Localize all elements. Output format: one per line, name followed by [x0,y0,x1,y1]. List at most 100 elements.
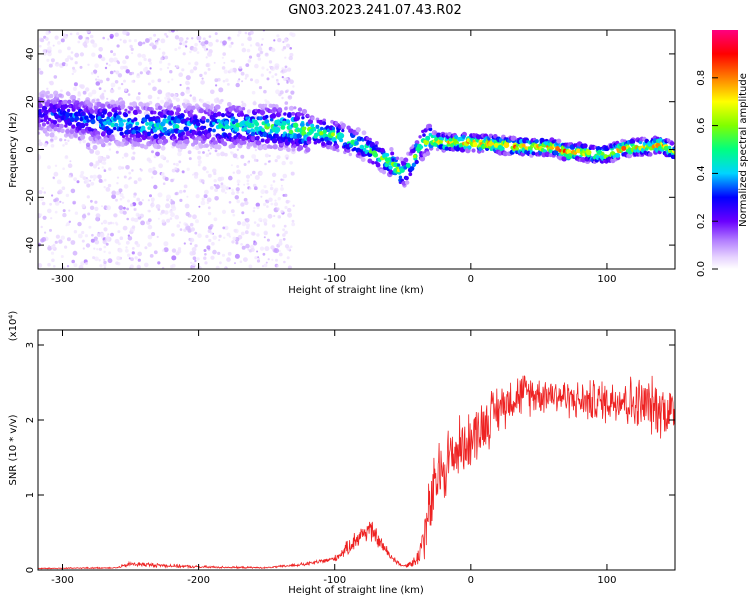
spectrogram-noise-cell [125,69,130,74]
spectrogram-noise-cell [82,139,86,144]
spectrogram-noise-cell [150,205,153,208]
spectrogram-noise-cell [146,157,151,162]
spectrogram-noise-cell [92,164,98,169]
spectrogram-ridge-cell [284,140,290,146]
spectrogram-noise-cell [160,38,166,44]
spectrogram-noise-cell [101,166,105,169]
spectrogram-x-tick-label: -300 [51,274,74,285]
spectrogram-noise-cell [137,266,140,269]
spectrogram-ridge-cell [297,107,303,112]
spectrogram-noise-cell [156,235,159,238]
spectrogram-noise-cell [236,148,240,151]
spectrogram-noise-cell [246,109,252,114]
spectrogram-noise-cell [82,247,85,250]
spectrogram-noise-cell [147,242,152,247]
spectrogram-ridge-cell [515,146,520,151]
spectrogram-ridge-cell [461,134,466,139]
spectrogram-noise-cell [51,258,55,263]
spectrogram-noise-cell [189,237,195,243]
spectrogram-ridge-cell [79,122,85,128]
spectrogram-ridge-cell [110,99,116,105]
spectrogram-noise-cell [143,57,147,62]
spectrogram-ridge-cell [331,137,337,143]
spectrogram-ridge-cell [275,112,281,118]
spectrogram-noise-cell [276,155,281,160]
spectrogram-noise-cell [152,170,158,176]
spectrogram-ridge-cell [397,163,401,167]
snr-series-line [38,375,675,570]
spectrogram-noise-cell [102,219,108,225]
spectrogram-noise-cell [179,83,182,87]
spectrogram-ridge-cell [135,106,140,111]
spectrogram-ridge-cell [271,138,278,144]
spectrogram-noise-cell [277,197,281,201]
spectrogram-ridge-cell [222,132,228,138]
figure-title: GN03.2023.241.07.43.R02 [288,3,462,18]
spectrogram-noise-cell [207,67,211,71]
spectrogram-noise-cell [137,258,141,262]
spectrogram-noise-cell [281,160,286,166]
spectrogram-noise-cell [192,96,197,101]
spectrogram-ridge-cell [173,106,177,110]
spectrogram-noise-cell [103,263,107,267]
colorbar-tick-label: 0.2 [696,213,707,229]
spectrogram-noise-cell [122,39,127,44]
spectrogram-noise-cell [263,236,266,239]
spectrogram-noise-cell [201,77,204,80]
spectrogram-noise-cell [206,245,211,250]
spectrogram-noise-cell [249,44,253,47]
spectrogram-ridge-cell [561,156,567,162]
spectrogram-noise-cell [116,182,119,185]
spectrogram-ridge-cell [425,135,431,141]
spectrogram-noise-cell [141,53,146,59]
spectrogram-noise-cell [98,178,103,183]
spectrogram-ridge-cell [281,120,287,126]
spectrogram-noise-cell [106,77,110,82]
spectrogram-ridge-cell [125,140,130,145]
spectrogram-noise-cell [90,39,95,44]
spectrogram-noise-cell [137,214,141,218]
spectrogram-noise-cell [152,166,156,170]
spectrogram-ridge-cell [380,147,385,153]
spectrogram-ridge-cell [118,126,124,132]
spectrogram-ridge-cell [336,148,340,153]
spectrogram-y-tick-label: 20 [25,95,36,108]
spectrogram-noise-cell [243,163,247,166]
spectrogram-ridge-cell [428,127,433,132]
spectrogram-noise-cell [273,189,278,194]
spectrogram-noise-cell [131,251,135,255]
spectrogram-noise-cell [241,80,244,83]
spectrogram-ridge-cell [390,151,395,156]
spectrogram-noise-cell [54,201,60,206]
spectrogram-noise-cell [92,144,98,150]
spectrogram-noise-cell [192,256,197,261]
spectrogram-noise-cell [221,253,226,257]
spectrogram-noise-cell [100,222,104,225]
spectrogram-noise-cell [79,65,83,69]
spectrogram-y-tick-label: -40 [25,237,36,253]
spectrogram-noise-cell [286,43,290,48]
spectrogram-noise-cell [117,230,121,234]
spectrogram-noise-cell [115,150,119,154]
spectrogram-noise-cell [174,167,178,171]
spectrogram-ridge-cell [360,157,366,163]
spectrogram-ridge-cell [46,121,50,125]
spectrogram-noise-cell [98,259,101,262]
spectrogram-ridge-cell [212,128,216,133]
spectrogram-noise-cell [92,256,96,260]
snr-frame [37,329,676,571]
spectrogram-ridge-cell [206,133,212,138]
spectrogram-noise-cell [228,201,232,204]
spectrogram-noise-cell [46,58,50,62]
spectrogram-noise-cell [253,206,256,210]
spectrogram-noise-cell [127,236,133,241]
spectrogram-noise-cell [236,157,239,160]
spectrogram-noise-cell [154,41,159,46]
spectrogram-ridge-cell [405,180,410,185]
spectrogram-noise-cell [287,212,293,218]
spectrogram-noise-cell [161,209,165,214]
spectrogram-noise-cell [213,98,218,102]
spectrogram-noise-cell [275,258,278,262]
spectrogram-ridge-cell [513,136,517,140]
spectrogram-noise-cell [186,167,190,171]
